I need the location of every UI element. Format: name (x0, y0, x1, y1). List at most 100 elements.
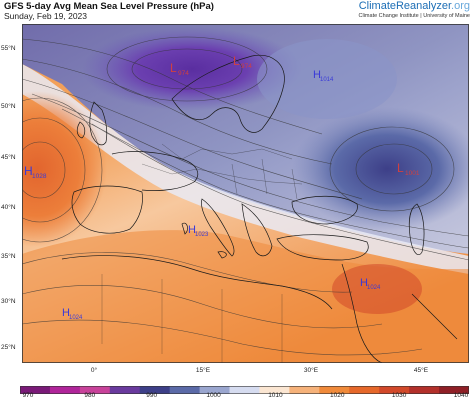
colorbar-frame (20, 386, 469, 394)
anatolia-high-field (332, 264, 422, 314)
high-center-north-east: H 1014 (313, 69, 334, 83)
coastline-caspian (408, 203, 425, 256)
high-value: 1023 (195, 232, 209, 238)
colorbar-segment (139, 386, 171, 394)
colorbar-tick-label: 980 (84, 392, 96, 399)
coastline-levant (341, 263, 383, 363)
isobar (329, 126, 455, 212)
colorbar-segment (229, 386, 260, 394)
isobar (355, 143, 433, 195)
high-letter: H (24, 164, 33, 178)
lat-label-55n: 55°N (1, 45, 16, 52)
low-value: 974 (241, 63, 252, 70)
colorbar-segment (20, 386, 51, 394)
lat-label-25n: 25°N (1, 344, 16, 351)
high-letter: H (62, 307, 70, 319)
lon-label-30e: 30°E (303, 367, 319, 374)
pressure-colorbar (20, 381, 470, 394)
low-letter: L (397, 161, 404, 175)
map-frame (22, 24, 469, 363)
coastline-turkey (276, 234, 369, 261)
colorbar-segment (379, 386, 410, 394)
isobar (22, 285, 383, 329)
high-value: 1028 (32, 173, 47, 180)
brand-name: ClimateReanalyzer (358, 0, 452, 12)
colorbar-tick-label: 1000 (206, 392, 221, 399)
colorbar-segment (349, 386, 380, 394)
lat-label-30n: 30°N (1, 298, 16, 305)
colorbar-tick-label: 1030 (391, 392, 407, 399)
high-value: 1024 (69, 315, 83, 321)
coastline-sardinia (181, 222, 188, 235)
border-line (101, 274, 283, 363)
low-letter: L (170, 61, 177, 75)
isobar (22, 78, 363, 200)
colorbar-segment (49, 386, 81, 394)
low-value: 1001 (405, 170, 420, 177)
isobar (22, 97, 103, 243)
high-center-central: H 1023 (188, 224, 209, 238)
coastline-sicily (217, 251, 227, 259)
colorbar-tick-label: 970 (22, 392, 34, 399)
high-west-field (22, 91, 107, 247)
lon-label-45e: 45°E (413, 367, 429, 374)
lat-label-35n: 35°N (1, 253, 16, 260)
high-letter: H (188, 224, 196, 236)
brand-logo[interactable]: ClimateReanalyzer.org (359, 0, 470, 12)
colorbar-tick-label: 990 (146, 392, 158, 399)
coastline-france (111, 151, 199, 191)
low-center-north-2: L 974 (233, 54, 252, 70)
pressure-map[interactable]: H 1028 L 974 L 974 H 1014 L 1001 H 1023 (22, 24, 469, 363)
isobar (91, 123, 469, 261)
map-date: Sunday, Feb 19, 2023 (4, 11, 88, 21)
low-value: 974 (178, 70, 189, 77)
isobar (22, 58, 333, 165)
colorbar-segment (169, 386, 201, 394)
colorbar-segment (409, 386, 440, 394)
brand-suffix: .org (451, 0, 470, 12)
high-center-southeast: H 1024 (360, 277, 381, 291)
lat-label-40n: 40°N (1, 204, 16, 211)
isobar (22, 319, 423, 356)
isobar (61, 108, 469, 249)
border-line (141, 163, 303, 185)
isobar (106, 36, 268, 102)
pressure-centres: H 1028 L 974 L 974 H 1014 L 1001 H 1023 (24, 54, 420, 321)
lat-label-50n: 50°N (1, 103, 16, 110)
lon-label-15e: 15°E (195, 367, 211, 374)
pressure-map-svg: H 1028 L 974 L 974 H 1014 L 1001 H 1023 (22, 24, 469, 363)
isobar (31, 93, 469, 237)
border-line (231, 158, 298, 200)
colorbar-tick-label: 1020 (330, 392, 345, 399)
colorbar-segment (319, 386, 350, 394)
colorbar-svg (20, 386, 470, 394)
coastline-black-sea (291, 195, 358, 225)
low-letter: L (233, 54, 240, 68)
colorbar-segment (199, 386, 231, 394)
coastlines (61, 54, 458, 363)
lat-label-45n: 45°N (1, 154, 16, 161)
transition-band (22, 64, 469, 274)
map-title: GFS 5-day Avg Mean Sea Level Pressure (h… (4, 1, 214, 12)
isobar-lines (22, 36, 469, 356)
coastline-gulf (411, 293, 458, 340)
colorbar-segment (439, 386, 470, 394)
high-value: 1024 (367, 285, 381, 291)
colorbar-segment (259, 386, 290, 394)
coastline-italy (201, 198, 235, 257)
colorbar-segment (109, 386, 141, 394)
coastline-ireland (76, 121, 86, 139)
coastline-britain (89, 101, 108, 146)
brand-subtitle: Climate Change Institute | University of… (358, 13, 470, 19)
high-center-west: H 1028 (24, 164, 47, 180)
border-line (161, 143, 293, 160)
coastline-iberia (71, 185, 143, 234)
colorbar-segment (79, 386, 111, 394)
lon-label-0: 0° (90, 367, 98, 374)
colorbar-segment (289, 386, 320, 394)
colorbar-tick-label: 1040 (453, 392, 469, 399)
high-center-southwest: H 1024 (62, 307, 83, 321)
high-letter: H (360, 277, 368, 289)
colorbar-tick-label: 1010 (268, 392, 283, 399)
scandinavia-field (257, 39, 397, 119)
